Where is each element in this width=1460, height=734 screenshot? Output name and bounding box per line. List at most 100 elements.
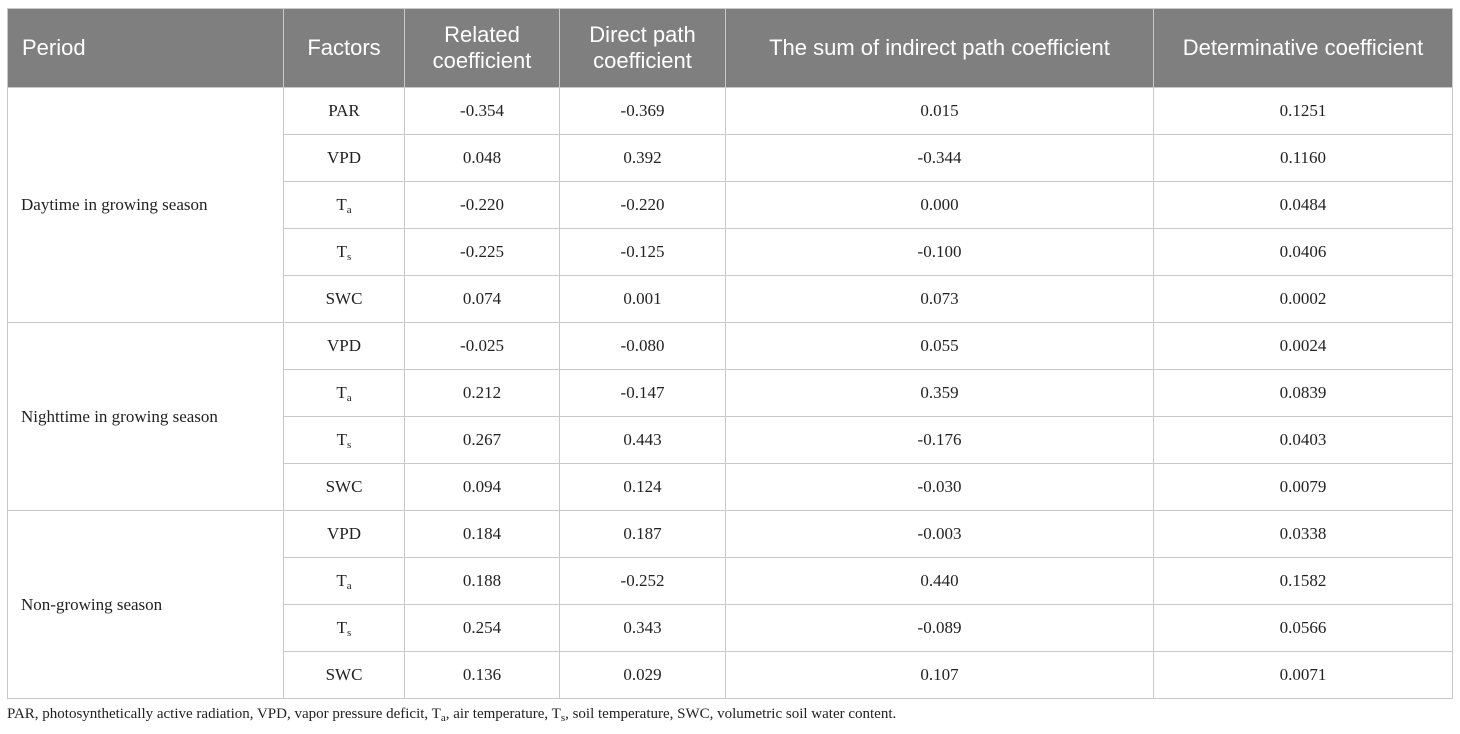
determinative-coefficient-cell: 0.0338 — [1153, 510, 1453, 558]
related-coefficient-cell: 0.188 — [404, 557, 560, 605]
table-row: Ta -0.220 -0.220 0.000 0.0484 — [8, 181, 1453, 229]
header-period: Period — [7, 8, 284, 88]
determinative-coefficient-cell: 0.0024 — [1153, 322, 1453, 370]
footnote-text: PAR, photosynthetically active radiation… — [7, 706, 441, 722]
footnote-text: , soil temperature, SWC, volumetric soil… — [565, 706, 897, 722]
factor-symbol: VPD — [326, 336, 361, 355]
factor-cell: VPD — [283, 510, 405, 558]
table-row: VPD 0.048 0.392 -0.344 0.1160 — [8, 134, 1453, 182]
direct-path-coefficient-cell: -0.125 — [559, 228, 726, 276]
related-coefficient-cell: 0.254 — [404, 604, 560, 652]
indirect-path-sum-cell: -0.100 — [725, 228, 1154, 276]
table-row: Ta 0.188 -0.252 0.440 0.1582 — [8, 557, 1453, 605]
factor-cell: Ts — [283, 604, 405, 652]
direct-path-coefficient-cell: 0.124 — [559, 463, 726, 511]
period-cell: Nighttime in growing season — [7, 322, 284, 511]
direct-path-coefficient-cell: -0.147 — [559, 369, 726, 417]
related-coefficient-cell: 0.184 — [404, 510, 560, 558]
factor-cell: VPD — [283, 322, 405, 370]
table-row: SWC 0.094 0.124 -0.030 0.0079 — [8, 463, 1453, 511]
factor-subscript: a — [346, 392, 352, 404]
related-coefficient-cell: 0.212 — [404, 369, 560, 417]
direct-path-coefficient-cell: 0.029 — [559, 651, 726, 699]
related-coefficient-cell: 0.094 — [404, 463, 560, 511]
factor-symbol: SWC — [325, 477, 363, 496]
factor-symbol: PAR — [328, 101, 360, 120]
factor-subscript: s — [347, 251, 352, 263]
factor-symbol: T — [336, 571, 347, 590]
determinative-coefficient-cell: 0.0002 — [1153, 275, 1453, 323]
factor-cell: Ts — [283, 416, 405, 464]
header-direct-path-coefficient: Direct path coefficient — [559, 8, 726, 88]
determinative-coefficient-cell: 0.0839 — [1153, 369, 1453, 417]
header-indirect-path-sum: The sum of indirect path coefficient — [725, 8, 1154, 88]
factor-symbol: T — [336, 618, 348, 637]
factor-symbol: VPD — [326, 524, 361, 543]
direct-path-coefficient-cell: 0.187 — [559, 510, 726, 558]
determinative-coefficient-cell: 0.0071 — [1153, 651, 1453, 699]
determinative-coefficient-cell: 0.0403 — [1153, 416, 1453, 464]
table-row: SWC 0.136 0.029 0.107 0.0071 — [8, 651, 1453, 699]
factor-cell: Ta — [283, 181, 405, 229]
determinative-coefficient-cell: 0.1251 — [1153, 87, 1453, 135]
factor-symbol: T — [336, 383, 347, 402]
factor-cell: SWC — [283, 651, 405, 699]
direct-path-coefficient-cell: -0.220 — [559, 181, 726, 229]
direct-path-coefficient-cell: 0.392 — [559, 134, 726, 182]
determinative-coefficient-cell: 0.0406 — [1153, 228, 1453, 276]
indirect-path-sum-cell: 0.015 — [725, 87, 1154, 135]
direct-path-coefficient-cell: 0.343 — [559, 604, 726, 652]
factor-subscript: a — [346, 204, 352, 216]
table-row: Nighttime in growing season VPD -0.025 -0.0… — [7, 322, 1453, 511]
header-related-coefficient: Related coefficient — [404, 8, 560, 88]
factor-cell: SWC — [283, 463, 405, 511]
table-body: Daytime in growing season PAR -0.354 -0.369… — [7, 87, 1453, 699]
indirect-path-sum-cell: 0.000 — [725, 181, 1154, 229]
table-row: Daytime in growing season PAR -0.354 -0.369… — [7, 87, 1453, 323]
factor-cell: PAR — [283, 87, 405, 135]
factor-subscript: a — [346, 580, 352, 592]
footnote-subscript: s — [560, 712, 566, 724]
factor-symbol: T — [336, 430, 348, 449]
related-coefficient-cell: 0.074 — [404, 275, 560, 323]
table-row: Ts 0.254 0.343 -0.089 0.0566 — [8, 604, 1453, 652]
factor-cell: Ts — [283, 228, 405, 276]
factor-symbol: T — [336, 195, 347, 214]
related-coefficient-cell: 0.267 — [404, 416, 560, 464]
factor-cell: SWC — [283, 275, 405, 323]
related-coefficient-cell: 0.048 — [404, 134, 560, 182]
indirect-path-sum-cell: -0.176 — [725, 416, 1154, 464]
indirect-path-sum-cell: 0.107 — [725, 651, 1154, 699]
determinative-coefficient-cell: 0.0484 — [1153, 181, 1453, 229]
indirect-path-sum-cell: -0.344 — [725, 134, 1154, 182]
direct-path-coefficient-cell: -0.080 — [559, 322, 726, 370]
factor-symbol: SWC — [325, 289, 363, 308]
related-coefficient-cell: -0.354 — [404, 87, 560, 135]
related-coefficient-cell: -0.025 — [404, 322, 560, 370]
period-cell: Daytime in growing season — [7, 87, 284, 323]
table-row: Ta 0.212 -0.147 0.359 0.0839 — [8, 369, 1453, 417]
coefficient-table: Period Factors Related coefficient Direc… — [7, 8, 1453, 699]
indirect-path-sum-cell: 0.440 — [725, 557, 1154, 605]
header-determinative-coefficient: Determinative coefficient — [1153, 8, 1453, 88]
factor-symbol: SWC — [325, 665, 363, 684]
indirect-path-sum-cell: 0.055 — [725, 322, 1154, 370]
footnote-text: , air temperature, T — [445, 706, 561, 722]
related-coefficient-cell: 0.136 — [404, 651, 560, 699]
period-cell: Non-growing season — [7, 510, 284, 699]
determinative-coefficient-cell: 0.0079 — [1153, 463, 1453, 511]
factor-cell: VPD — [283, 134, 405, 182]
determinative-coefficient-cell: 0.0566 — [1153, 604, 1453, 652]
factor-symbol: T — [336, 242, 348, 261]
indirect-path-sum-cell: 0.073 — [725, 275, 1154, 323]
related-coefficient-cell: -0.225 — [404, 228, 560, 276]
factor-subscript: s — [347, 439, 352, 451]
direct-path-coefficient-cell: -0.252 — [559, 557, 726, 605]
indirect-path-sum-cell: -0.030 — [725, 463, 1154, 511]
table-header: Period Factors Related coefficient Direc… — [7, 8, 1453, 88]
indirect-path-sum-cell: -0.003 — [725, 510, 1154, 558]
factor-cell: Ta — [283, 369, 405, 417]
determinative-coefficient-cell: 0.1582 — [1153, 557, 1453, 605]
factor-cell: Ta — [283, 557, 405, 605]
